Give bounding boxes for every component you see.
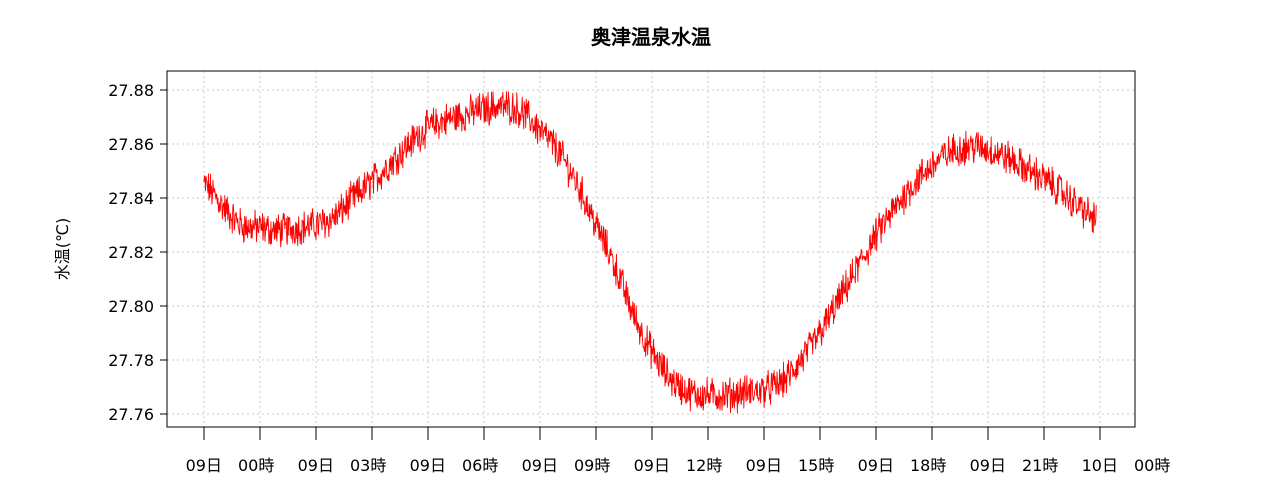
chart-title: 奥津温泉水温 [591,25,711,49]
y-tick-label: 27.88 [108,81,154,100]
grid-lines [167,71,1135,427]
x-tick-label: 09日 15時 [746,456,835,475]
y-tick-label: 27.84 [108,189,154,208]
x-axis: 09日 00時 09日 03時 09日 06時 09日 09時 09日 12時 09日 1… [186,427,1171,475]
y-tick-label: 27.82 [108,243,154,262]
y-tick-label: 27.86 [108,135,154,154]
y-tick-label: 27.78 [108,351,154,370]
x-tick-label: 10日 00時 [1082,456,1171,475]
x-tick-label: 09日 06時 [410,456,499,475]
series-line [203,91,1097,414]
y-axis-label: 水温(℃) [53,218,72,280]
x-tick-label: 09日 03時 [298,456,387,475]
x-tick-label: 09日 00時 [186,456,275,475]
x-tick-label: 09日 18時 [858,456,947,475]
x-tick-label: 09日 09時 [522,456,611,475]
plot-frame [166,70,1136,428]
series-group [203,91,1097,414]
x-tick-label: 09日 12時 [634,456,723,475]
x-tick-label: 09日 21時 [970,456,1059,475]
y-axis: 27.76 27.78 27.80 27.82 27.84 27.86 27.88 [108,81,167,424]
y-tick-label: 27.76 [108,405,154,424]
y-tick-label: 27.80 [108,297,154,316]
